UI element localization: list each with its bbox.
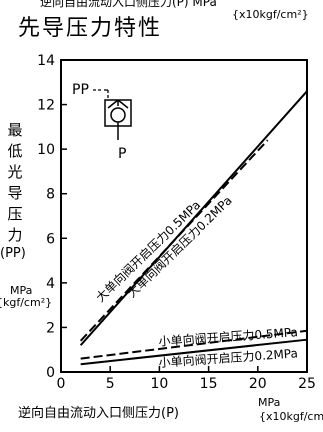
curve-label-3: 小单向阀开启压力0.5MPa (158, 324, 298, 349)
y-tick-label: 12 (37, 98, 55, 114)
y-tick-label: 8 (46, 187, 55, 203)
series-line-2 (81, 91, 307, 345)
x-tick-label: 0 (57, 376, 66, 392)
x-tick-label: 20 (249, 376, 267, 392)
x-tick-label: 15 (200, 376, 218, 392)
y-tick-label: 10 (37, 142, 55, 158)
symbol-label-p: P (118, 146, 126, 162)
y-tick-label: 0 (46, 365, 55, 381)
x-tick-label: 5 (106, 376, 115, 392)
pilot-check-valve-symbol-icon: PP P (72, 82, 131, 162)
y-tick-label: 4 (46, 276, 55, 292)
y-tick-label: 14 (37, 53, 55, 69)
curve-label-2: 大单向阀开启压力0.2MPa (124, 193, 235, 301)
y-tick-label: 6 (46, 231, 55, 247)
x-tick-label: 25 (298, 376, 316, 392)
symbol-label-pp: PP (72, 82, 89, 98)
curve-label-1: 大单向阀开启压力0.5MPa (92, 197, 203, 305)
x-tick-label: 10 (150, 376, 168, 392)
y-tick-label: 2 (46, 320, 55, 336)
